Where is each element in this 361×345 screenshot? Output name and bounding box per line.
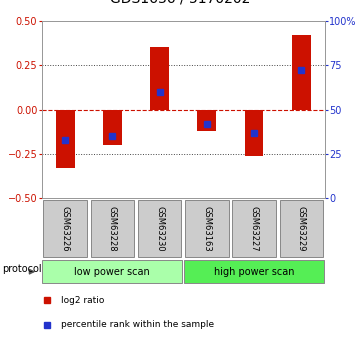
Bar	[103, 110, 122, 145]
Bar	[150, 47, 169, 110]
Text: log2 ratio: log2 ratio	[61, 296, 105, 305]
Bar	[279, 200, 323, 257]
Bar	[91, 200, 134, 257]
Text: GSM63163: GSM63163	[202, 206, 211, 252]
Bar	[232, 200, 276, 257]
Bar	[245, 110, 264, 156]
Text: GSM63230: GSM63230	[155, 206, 164, 252]
Text: protocol: protocol	[2, 264, 42, 274]
Bar	[56, 110, 75, 168]
Text: percentile rank within the sample: percentile rank within the sample	[61, 321, 214, 329]
Text: GSM63227: GSM63227	[249, 206, 258, 252]
Bar	[43, 200, 87, 257]
Bar	[138, 200, 181, 257]
Bar	[184, 260, 324, 283]
Bar	[43, 260, 182, 283]
Text: GSM63226: GSM63226	[61, 206, 70, 252]
Bar	[185, 200, 229, 257]
Bar	[197, 110, 216, 131]
Text: low power scan: low power scan	[74, 267, 150, 277]
Text: GSM63228: GSM63228	[108, 206, 117, 252]
Bar	[292, 35, 311, 110]
Text: high power scan: high power scan	[214, 267, 294, 277]
Text: GSM63229: GSM63229	[297, 206, 306, 251]
Text: GDS1636 / 5170202: GDS1636 / 5170202	[110, 0, 251, 5]
